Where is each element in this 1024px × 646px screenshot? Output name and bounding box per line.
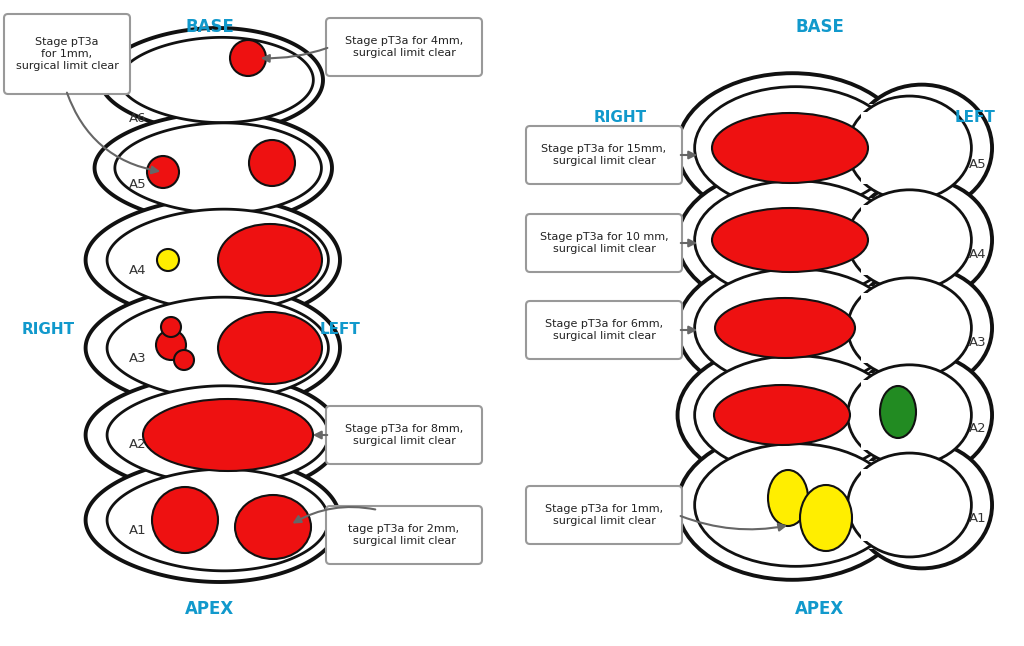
Ellipse shape [712, 113, 868, 183]
Ellipse shape [174, 350, 194, 370]
PathPatch shape [86, 458, 340, 582]
Ellipse shape [694, 181, 897, 299]
Ellipse shape [678, 343, 907, 487]
Ellipse shape [157, 249, 179, 271]
FancyBboxPatch shape [326, 18, 482, 76]
PathPatch shape [94, 113, 332, 223]
Ellipse shape [694, 87, 897, 209]
Text: A5: A5 [129, 178, 146, 191]
FancyBboxPatch shape [526, 486, 682, 544]
Ellipse shape [678, 168, 907, 312]
PathPatch shape [86, 198, 340, 322]
Text: RIGHT: RIGHT [22, 322, 75, 337]
Text: Stage pT3a for 6mm,
surgical limit clear: Stage pT3a for 6mm, surgical limit clear [545, 319, 664, 341]
Text: A1: A1 [969, 512, 987, 525]
FancyBboxPatch shape [526, 214, 682, 272]
FancyBboxPatch shape [861, 112, 884, 184]
Ellipse shape [848, 190, 972, 290]
Text: APEX: APEX [796, 600, 845, 618]
FancyBboxPatch shape [867, 104, 892, 192]
FancyBboxPatch shape [326, 406, 482, 464]
FancyBboxPatch shape [326, 506, 482, 564]
Text: Stage pT3a
for 1mm,
surgical limit clear: Stage pT3a for 1mm, surgical limit clear [15, 37, 119, 70]
Text: LEFT: LEFT [319, 322, 360, 337]
PathPatch shape [108, 386, 329, 484]
PathPatch shape [108, 297, 329, 399]
Text: A4: A4 [129, 264, 146, 276]
Ellipse shape [848, 365, 972, 465]
PathPatch shape [86, 286, 340, 410]
Ellipse shape [694, 356, 897, 474]
Text: BASE: BASE [796, 18, 845, 36]
Ellipse shape [156, 330, 186, 360]
Text: BASE: BASE [185, 18, 234, 36]
Ellipse shape [800, 485, 852, 551]
Text: Stage pT3a for 10 mm,
surgical limit clear: Stage pT3a for 10 mm, surgical limit cle… [540, 232, 669, 254]
Text: APEX: APEX [185, 600, 234, 618]
FancyBboxPatch shape [526, 301, 682, 359]
Ellipse shape [152, 487, 218, 553]
Ellipse shape [147, 156, 179, 188]
Ellipse shape [851, 179, 992, 301]
Ellipse shape [678, 256, 907, 401]
PathPatch shape [115, 123, 322, 213]
Ellipse shape [880, 386, 916, 438]
FancyBboxPatch shape [867, 461, 892, 549]
FancyBboxPatch shape [526, 126, 682, 184]
Ellipse shape [715, 298, 855, 358]
FancyBboxPatch shape [861, 205, 884, 275]
FancyBboxPatch shape [867, 198, 892, 282]
FancyBboxPatch shape [861, 469, 884, 541]
Text: A4: A4 [970, 249, 987, 262]
PathPatch shape [108, 209, 329, 311]
PathPatch shape [86, 375, 340, 495]
Ellipse shape [694, 269, 897, 387]
Text: Stage pT3a for 1mm,
surgical limit clear: Stage pT3a for 1mm, surgical limit clear [545, 504, 664, 526]
Ellipse shape [234, 495, 311, 559]
Text: Stage pT3a for 15mm,
surgical limit clear: Stage pT3a for 15mm, surgical limit clea… [542, 144, 667, 166]
Text: A5: A5 [969, 158, 987, 171]
Text: A2: A2 [969, 421, 987, 435]
Ellipse shape [712, 208, 868, 272]
Text: A3: A3 [129, 351, 146, 364]
Ellipse shape [851, 354, 992, 476]
FancyBboxPatch shape [867, 286, 892, 371]
Text: A3: A3 [969, 335, 987, 348]
Ellipse shape [218, 312, 322, 384]
Ellipse shape [848, 278, 972, 378]
Ellipse shape [851, 267, 992, 389]
Ellipse shape [694, 444, 897, 567]
Ellipse shape [143, 399, 313, 471]
Ellipse shape [230, 40, 266, 76]
Ellipse shape [678, 430, 907, 580]
PathPatch shape [100, 28, 323, 132]
Ellipse shape [851, 85, 992, 211]
Text: A6: A6 [129, 112, 146, 125]
Text: LEFT: LEFT [954, 110, 995, 125]
Ellipse shape [161, 317, 181, 337]
FancyBboxPatch shape [861, 293, 884, 363]
Ellipse shape [848, 96, 972, 200]
Text: A2: A2 [129, 439, 146, 452]
Text: A1: A1 [129, 523, 146, 536]
Text: Stage pT3a for 4mm,
surgical limit clear: Stage pT3a for 4mm, surgical limit clear [345, 36, 463, 57]
Ellipse shape [714, 385, 850, 445]
Text: tage pT3a for 2mm,
surgical limit clear: tage pT3a for 2mm, surgical limit clear [348, 524, 460, 546]
Ellipse shape [678, 73, 907, 223]
PathPatch shape [108, 469, 329, 571]
Ellipse shape [249, 140, 295, 186]
Ellipse shape [768, 470, 808, 526]
Ellipse shape [848, 453, 972, 557]
FancyBboxPatch shape [861, 380, 884, 450]
Text: RIGHT: RIGHT [594, 110, 646, 125]
Ellipse shape [218, 224, 322, 296]
Text: Stage pT3a for 8mm,
surgical limit clear: Stage pT3a for 8mm, surgical limit clear [345, 424, 463, 446]
FancyBboxPatch shape [867, 373, 892, 457]
PathPatch shape [120, 37, 313, 123]
FancyBboxPatch shape [4, 14, 130, 94]
Ellipse shape [851, 442, 992, 568]
